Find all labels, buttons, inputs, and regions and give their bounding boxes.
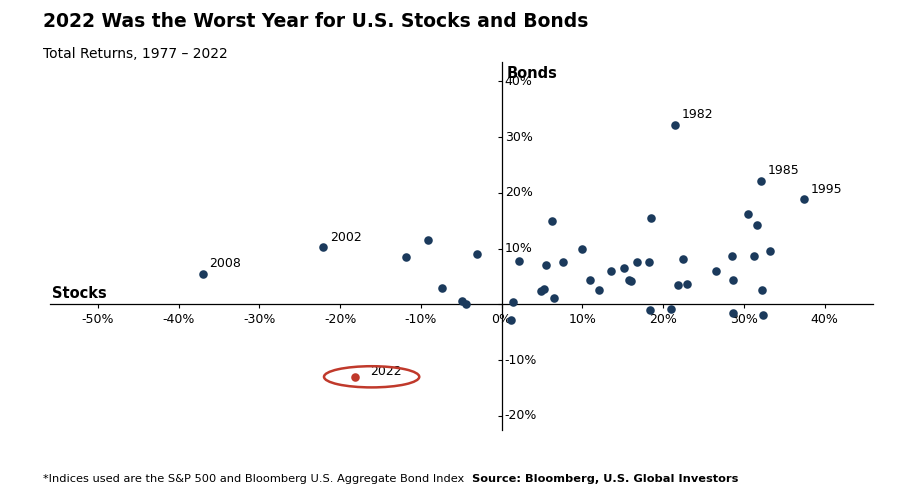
Point: [756, 312, 770, 320]
Point: [616, 264, 631, 272]
Text: -10%: -10%: [505, 354, 537, 367]
Point: [726, 276, 741, 284]
Text: Source: Bloomberg, U.S. Global Investors: Source: Bloomberg, U.S. Global Investors: [472, 474, 738, 484]
Point: [556, 258, 571, 266]
Point: [750, 221, 764, 229]
Point: [797, 196, 812, 204]
Point: [725, 309, 740, 317]
Text: 40%: 40%: [505, 75, 533, 88]
Point: [534, 287, 548, 295]
Point: [435, 284, 449, 291]
Point: [624, 277, 638, 285]
Point: [724, 252, 739, 260]
Text: 2022 Was the Worst Year for U.S. Stocks and Bonds: 2022 Was the Worst Year for U.S. Stocks …: [43, 12, 589, 31]
Text: 2008: 2008: [210, 257, 241, 270]
Text: 1985: 1985: [768, 164, 800, 177]
Point: [511, 257, 526, 265]
Text: 2002: 2002: [329, 231, 362, 244]
Point: [400, 253, 414, 261]
Point: [680, 280, 695, 288]
Point: [547, 293, 562, 301]
Point: [644, 214, 658, 222]
Text: 20%: 20%: [505, 186, 533, 199]
Point: [664, 305, 679, 313]
Point: [459, 300, 473, 308]
Point: [454, 297, 469, 305]
Point: [630, 258, 644, 266]
Text: 10%: 10%: [505, 242, 533, 255]
Text: Total Returns, 1977 – 2022: Total Returns, 1977 – 2022: [43, 47, 228, 61]
Point: [670, 281, 685, 289]
Point: [747, 252, 761, 260]
Point: [582, 276, 597, 284]
Point: [604, 267, 618, 275]
Point: [753, 177, 768, 185]
Point: [348, 373, 363, 381]
Point: [676, 254, 690, 262]
Point: [195, 270, 210, 278]
Text: 1982: 1982: [681, 108, 714, 121]
Point: [708, 267, 723, 275]
Point: [470, 250, 484, 258]
Text: *Indices used are the S&P 500 and Bloomberg U.S. Aggregate Bond Index: *Indices used are the S&P 500 and Bloomb…: [43, 474, 472, 484]
Point: [536, 285, 551, 292]
Point: [591, 286, 606, 294]
Point: [763, 247, 778, 255]
Point: [668, 122, 682, 129]
Point: [755, 286, 770, 294]
Point: [539, 261, 554, 269]
Point: [622, 276, 636, 284]
Point: [421, 236, 436, 244]
Point: [504, 317, 518, 325]
Text: Stocks: Stocks: [52, 286, 107, 301]
Text: -20%: -20%: [505, 410, 537, 422]
Point: [575, 245, 590, 253]
Text: 1995: 1995: [811, 183, 842, 196]
Point: [741, 210, 755, 218]
Point: [506, 297, 520, 305]
Point: [643, 258, 657, 266]
Text: 30%: 30%: [505, 130, 533, 144]
Point: [316, 244, 330, 251]
Point: [643, 306, 657, 314]
Point: [544, 217, 559, 225]
Text: 2022: 2022: [370, 366, 401, 378]
Text: Bonds: Bonds: [507, 66, 557, 81]
